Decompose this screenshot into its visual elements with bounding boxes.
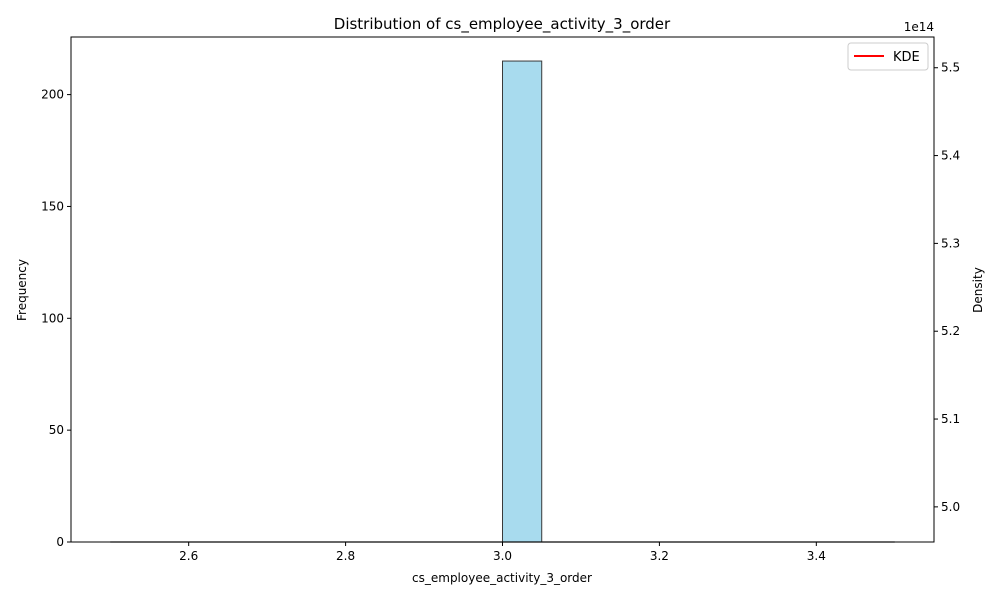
y2-tick-label: 5.4 (941, 149, 960, 163)
x-tick-label: 3.0 (493, 549, 512, 563)
legend-box (847, 42, 929, 71)
y2-tick-label: 5.0 (941, 500, 960, 514)
y2-offset-text: 1e14 (904, 20, 934, 34)
y2-tick-label: 5.3 (941, 236, 960, 250)
y2-tick-label: 5.1 (941, 412, 960, 426)
y2-tick-label: 5.5 (941, 61, 960, 75)
x-tick-label: 2.8 (336, 549, 355, 563)
chart-title: Distribution of cs_employee_activity_3_o… (334, 15, 671, 34)
x-axis: 2.6 2.8 3.0 3.2 3.4 (179, 542, 826, 563)
y-axis-label: Frequency (15, 259, 29, 321)
y2-axis-label: Density (971, 267, 985, 313)
histogram-bar (502, 60, 543, 543)
y-tick-label: 150 (41, 199, 64, 213)
y2-tick-label: 5.2 (941, 324, 960, 338)
y-tick-label: 200 (41, 88, 64, 102)
x-tick-label: 3.2 (650, 549, 669, 563)
y-axis-left: 0 50 100 150 200 (41, 88, 71, 549)
y-tick-label: 0 (56, 535, 64, 549)
y-tick-label: 50 (49, 423, 64, 437)
plot-area (110, 60, 895, 543)
legend-kde-label: KDE (893, 50, 920, 65)
x-tick-label: 2.6 (179, 549, 198, 563)
x-axis-label: cs_employee_activity_3_order (412, 571, 592, 585)
legend: KDE (847, 42, 929, 71)
y-axis-right: 5.0 5.1 5.2 5.3 5.4 5.5 (934, 61, 960, 514)
x-tick-label: 3.4 (807, 549, 826, 563)
y-tick-label: 100 (41, 311, 64, 325)
